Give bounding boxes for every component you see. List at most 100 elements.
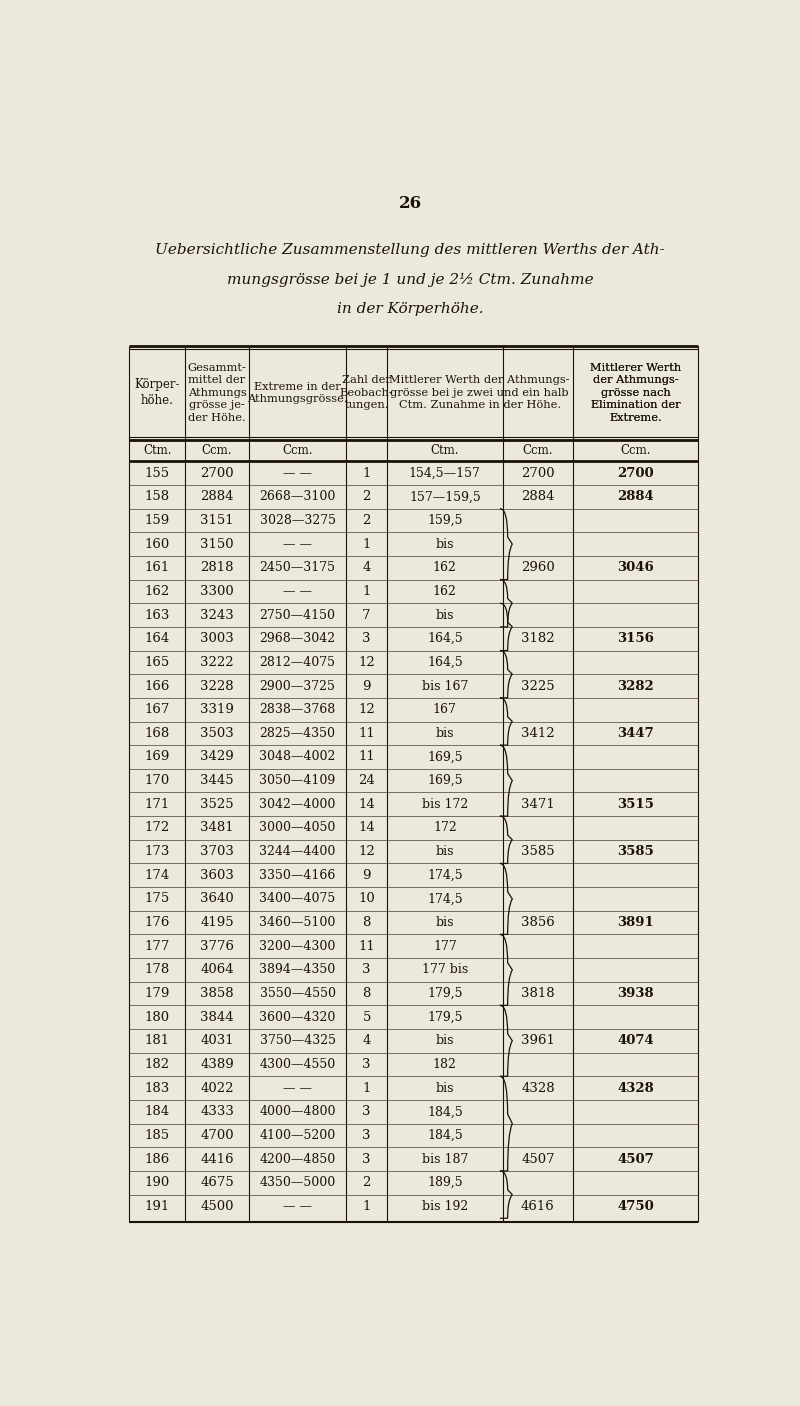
Text: 3: 3 bbox=[362, 1105, 371, 1118]
Text: Extreme in der
Athmungsgrösse.: Extreme in der Athmungsgrösse. bbox=[247, 381, 348, 404]
Text: Uebersichtliche Zusammenstellung des mittleren Werths der Ath-: Uebersichtliche Zusammenstellung des mit… bbox=[155, 243, 665, 256]
Text: 158: 158 bbox=[145, 491, 170, 503]
Text: 4328: 4328 bbox=[521, 1081, 554, 1095]
Text: 183: 183 bbox=[145, 1081, 170, 1095]
Text: 9: 9 bbox=[362, 869, 371, 882]
Text: 3503: 3503 bbox=[200, 727, 234, 740]
Text: 2884: 2884 bbox=[200, 491, 234, 503]
Text: 4100—5200: 4100—5200 bbox=[259, 1129, 336, 1142]
Text: 2700: 2700 bbox=[521, 467, 554, 479]
Text: 4200—4850: 4200—4850 bbox=[259, 1153, 336, 1166]
Text: 8: 8 bbox=[362, 987, 370, 1000]
Text: 3243: 3243 bbox=[200, 609, 234, 621]
Text: 4416: 4416 bbox=[200, 1153, 234, 1166]
Text: 155: 155 bbox=[145, 467, 170, 479]
Text: 3: 3 bbox=[362, 963, 371, 976]
Text: 3856: 3856 bbox=[521, 917, 554, 929]
Text: bis: bis bbox=[436, 1035, 454, 1047]
Text: 14: 14 bbox=[358, 797, 375, 811]
Text: 165: 165 bbox=[145, 655, 170, 669]
Text: 173: 173 bbox=[145, 845, 170, 858]
Text: — —: — — bbox=[283, 1081, 312, 1095]
Text: 160: 160 bbox=[145, 537, 170, 551]
Text: bis: bis bbox=[436, 1081, 454, 1095]
Text: — —: — — bbox=[283, 1199, 312, 1213]
Text: 157—159,5: 157—159,5 bbox=[409, 491, 481, 503]
Text: 189,5: 189,5 bbox=[427, 1177, 462, 1189]
Text: 162: 162 bbox=[145, 585, 170, 598]
Text: 179,5: 179,5 bbox=[427, 1011, 462, 1024]
Text: 3429: 3429 bbox=[200, 751, 234, 763]
Text: 3282: 3282 bbox=[617, 679, 654, 693]
Text: 3: 3 bbox=[362, 1153, 371, 1166]
Text: 162: 162 bbox=[433, 561, 457, 574]
Text: 3600—4320: 3600—4320 bbox=[259, 1011, 336, 1024]
Text: 3225: 3225 bbox=[521, 679, 554, 693]
Text: 184,5: 184,5 bbox=[427, 1129, 462, 1142]
Text: 1: 1 bbox=[362, 467, 370, 479]
Text: 167: 167 bbox=[145, 703, 170, 716]
Text: 1: 1 bbox=[362, 537, 370, 551]
Text: — —: — — bbox=[283, 467, 312, 479]
Text: Körper-
höhe.: Körper- höhe. bbox=[134, 378, 180, 408]
Text: 3447: 3447 bbox=[617, 727, 654, 740]
Text: 3222: 3222 bbox=[200, 655, 234, 669]
Text: 4389: 4389 bbox=[200, 1057, 234, 1071]
Text: Ccm.: Ccm. bbox=[620, 444, 650, 457]
Text: Zahl der
Beobach-
tungen.: Zahl der Beobach- tungen. bbox=[340, 375, 394, 411]
Text: 163: 163 bbox=[145, 609, 170, 621]
Text: 184,5: 184,5 bbox=[427, 1105, 462, 1118]
Text: bis: bis bbox=[436, 537, 454, 551]
Text: 4507: 4507 bbox=[617, 1153, 654, 1166]
Text: 4507: 4507 bbox=[521, 1153, 554, 1166]
Text: 3550—4550: 3550—4550 bbox=[260, 987, 336, 1000]
Text: in der Körperhöhe.: in der Körperhöhe. bbox=[337, 302, 483, 316]
Text: 3603: 3603 bbox=[200, 869, 234, 882]
Text: 4000—4800: 4000—4800 bbox=[259, 1105, 336, 1118]
Text: 4700: 4700 bbox=[200, 1129, 234, 1142]
Text: 7: 7 bbox=[362, 609, 371, 621]
Text: 3150: 3150 bbox=[200, 537, 234, 551]
Text: 4: 4 bbox=[362, 561, 370, 574]
Text: 3585: 3585 bbox=[521, 845, 554, 858]
Text: 169,5: 169,5 bbox=[427, 751, 462, 763]
Text: 3460—5100: 3460—5100 bbox=[259, 917, 336, 929]
Text: 4616: 4616 bbox=[521, 1199, 554, 1213]
Text: bis 167: bis 167 bbox=[422, 679, 468, 693]
Text: 179,5: 179,5 bbox=[427, 987, 462, 1000]
Text: 159: 159 bbox=[145, 515, 170, 527]
Text: 11: 11 bbox=[358, 939, 375, 953]
Text: 24: 24 bbox=[358, 775, 375, 787]
Text: 3182: 3182 bbox=[521, 633, 554, 645]
Text: 1: 1 bbox=[362, 1081, 370, 1095]
Text: 3350—4166: 3350—4166 bbox=[259, 869, 336, 882]
Text: 3000—4050: 3000—4050 bbox=[259, 821, 336, 834]
Text: bis: bis bbox=[436, 727, 454, 740]
Text: — —: — — bbox=[283, 585, 312, 598]
Text: 191: 191 bbox=[145, 1199, 170, 1213]
Text: 4: 4 bbox=[362, 1035, 370, 1047]
Text: 4333: 4333 bbox=[200, 1105, 234, 1118]
Text: 4300—4550: 4300—4550 bbox=[259, 1057, 336, 1071]
Text: 4350—5000: 4350—5000 bbox=[259, 1177, 336, 1189]
Text: 3750—4325: 3750—4325 bbox=[260, 1035, 336, 1047]
Text: 11: 11 bbox=[358, 727, 375, 740]
Text: 185: 185 bbox=[145, 1129, 170, 1142]
Text: 161: 161 bbox=[145, 561, 170, 574]
Text: Ccm.: Ccm. bbox=[522, 444, 553, 457]
Text: 174,5: 174,5 bbox=[427, 893, 462, 905]
Text: Mittlerer Werth
der Athmungs-
grösse nach
Elimination der
Extreme.: Mittlerer Werth der Athmungs- grösse nac… bbox=[590, 363, 681, 423]
Text: 168: 168 bbox=[145, 727, 170, 740]
Text: 172: 172 bbox=[433, 821, 457, 834]
Text: 162: 162 bbox=[433, 585, 457, 598]
Text: — —: — — bbox=[283, 537, 312, 551]
Text: 4750: 4750 bbox=[617, 1199, 654, 1213]
Text: 3938: 3938 bbox=[618, 987, 654, 1000]
Text: 2700: 2700 bbox=[200, 467, 234, 479]
Text: 190: 190 bbox=[145, 1177, 170, 1189]
Text: 3412: 3412 bbox=[521, 727, 554, 740]
Text: 2: 2 bbox=[362, 491, 370, 503]
Text: 179: 179 bbox=[145, 987, 170, 1000]
Text: Ctm.: Ctm. bbox=[143, 444, 171, 457]
Text: 3046: 3046 bbox=[617, 561, 654, 574]
